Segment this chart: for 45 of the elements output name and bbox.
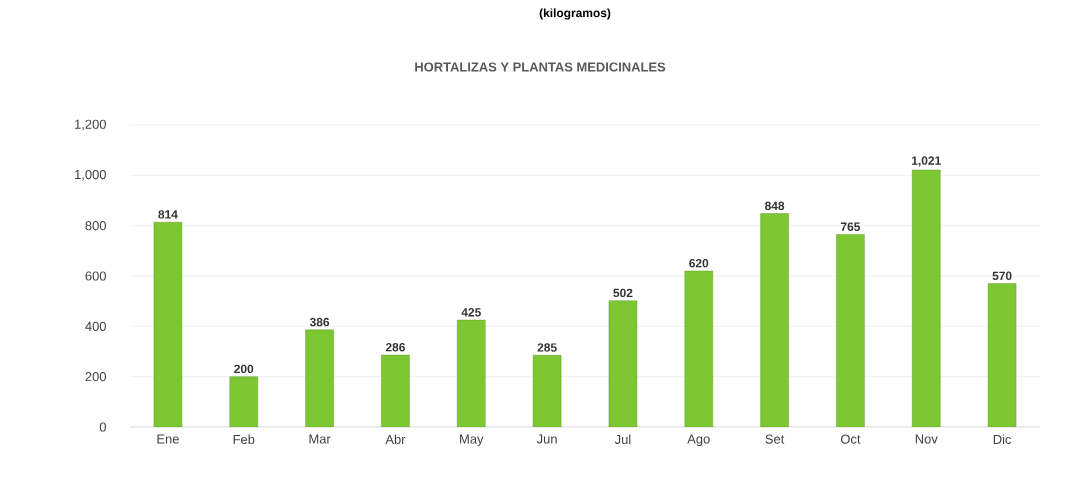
y-tick-label: 800 (85, 221, 106, 231)
bar (987, 283, 1017, 427)
x-tick-label: Dic (993, 434, 1012, 445)
y-tick-label: 200 (85, 372, 106, 382)
data-label: 570 (992, 271, 1012, 281)
data-label: 502 (613, 288, 633, 298)
chart-title: HORTALIZAS Y PLANTAS MEDICINALES (415, 62, 666, 72)
bar (684, 270, 713, 427)
chart-subtitle: (kilogramos) (539, 8, 611, 20)
x-tick-label: Jul (614, 434, 631, 445)
y-tick-label: 1,200 (75, 119, 106, 131)
data-label: 1,021 (912, 156, 941, 167)
x-tick-label: Mar (309, 434, 331, 444)
x-tick-label: Feb (233, 434, 255, 445)
y-tick-label: 0 (99, 422, 106, 432)
bar (912, 169, 941, 427)
data-label: 386 (309, 317, 330, 327)
y-tick-label: 600 (85, 271, 106, 281)
x-tick-label: Jun (536, 434, 557, 444)
data-label: 285 (537, 343, 557, 352)
data-label: 425 (461, 308, 481, 317)
data-label: 765 (840, 222, 861, 231)
bar (760, 213, 789, 427)
y-tick-label: 1,000 (75, 169, 106, 181)
x-tick-label: Nov (915, 434, 938, 444)
data-label: 848 (765, 201, 785, 211)
data-label: 286 (385, 343, 405, 352)
data-label: 620 (689, 258, 709, 268)
bar (229, 376, 258, 427)
x-tick-label: Set (765, 434, 785, 444)
bar (381, 354, 410, 427)
bar (532, 355, 562, 427)
bar (305, 329, 334, 427)
x-tick-label: Abr (385, 434, 406, 445)
x-tick-label: Oct (840, 434, 861, 444)
y-tick-label: 400 (85, 321, 106, 331)
data-label: 814 (158, 210, 178, 219)
bar (457, 319, 486, 427)
data-label: 200 (234, 364, 254, 374)
x-tick-label: May (460, 434, 484, 447)
bar (608, 300, 638, 427)
bar (153, 221, 183, 427)
bar (836, 234, 865, 427)
x-tick-label: Ene (157, 434, 179, 444)
x-tick-label: Ago (687, 434, 710, 447)
